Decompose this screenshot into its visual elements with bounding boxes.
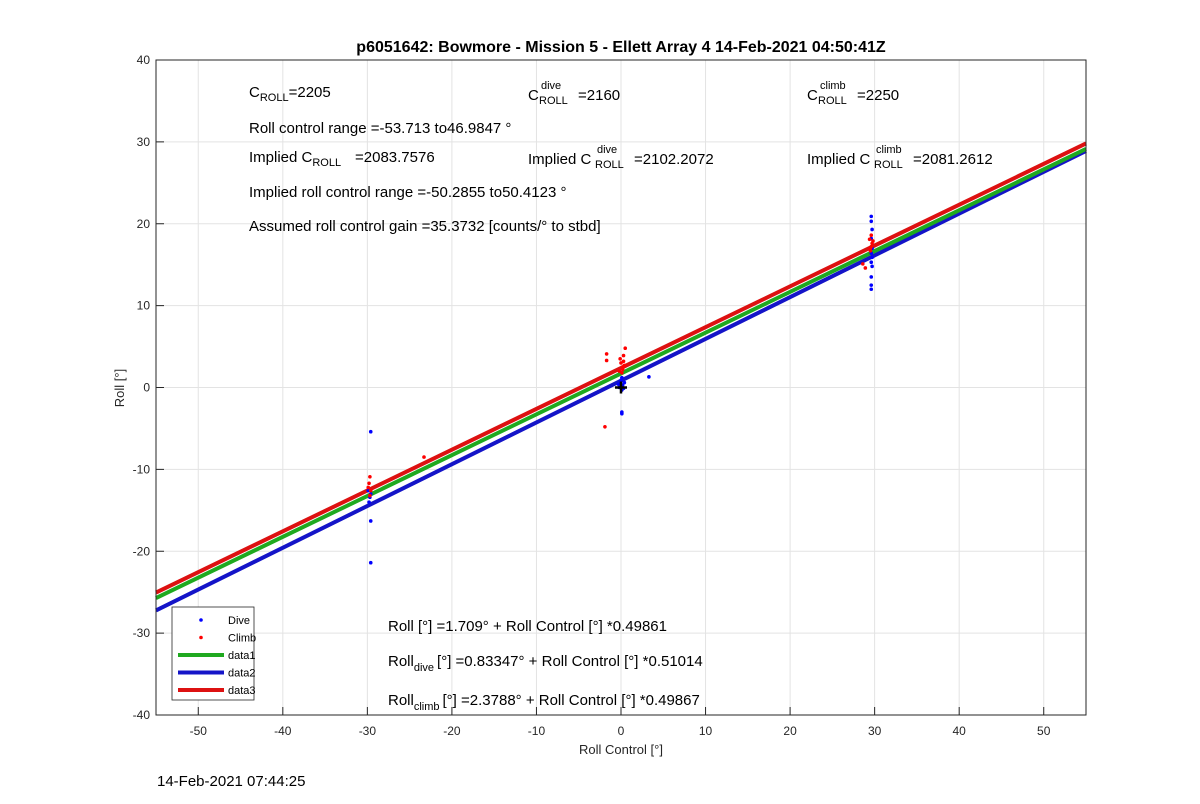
x-tick-label: -40 — [274, 724, 292, 738]
point-climb — [366, 485, 371, 490]
annotation-croll-climb: CROLLclimb=2250 — [807, 80, 899, 107]
point-dive — [870, 264, 874, 269]
point-climb — [623, 346, 628, 351]
point-dive — [368, 429, 373, 434]
y-tick-label: 30 — [137, 135, 151, 149]
point-climb — [368, 488, 373, 493]
point-climb — [368, 493, 372, 498]
y-tick-label: -10 — [133, 462, 151, 476]
point-dive — [869, 219, 874, 224]
annotation-implied-croll: Implied CROLL =2083.7576 — [249, 149, 435, 169]
point-dive — [620, 411, 624, 416]
x-axis-label: Roll Control [°] — [579, 742, 663, 757]
x-tick-label: -50 — [190, 724, 208, 738]
annotation-gain: Assumed roll control gain =35.3732 [coun… — [249, 218, 601, 235]
point-dive — [366, 488, 371, 493]
data-points — [366, 214, 875, 565]
point-dive — [869, 214, 874, 219]
point-dive — [368, 519, 373, 523]
point-dive — [869, 260, 874, 265]
x-tick-label: 40 — [953, 724, 967, 738]
point-dive — [647, 375, 651, 379]
point-climb — [621, 353, 626, 358]
point-climb — [863, 266, 868, 270]
annotation-implied-croll-dive: Implied C ROLLdive=2102.2072 — [528, 144, 714, 171]
point-dive — [870, 227, 874, 232]
y-tick-label: 40 — [137, 53, 151, 67]
legend-marker-dive — [199, 618, 203, 622]
legend-label-data3: data3 — [228, 685, 256, 697]
y-tick-label: -30 — [133, 626, 151, 640]
legend-label-data1: data1 — [228, 650, 256, 662]
point-climb — [867, 237, 872, 242]
x-tick-label: -10 — [528, 724, 546, 738]
annotation-implied-croll-climb: Implied C ROLLclimb=2081.2612 — [807, 144, 993, 171]
point-dive — [869, 283, 874, 287]
y-tick-label: 10 — [137, 299, 151, 313]
y-tick-label: -20 — [133, 544, 151, 558]
point-climb — [868, 246, 873, 251]
point-dive — [622, 380, 627, 385]
point-climb — [367, 481, 371, 486]
point-dive — [869, 287, 874, 292]
y-tick-label: 0 — [143, 381, 150, 395]
x-tick-label: 30 — [868, 724, 882, 738]
point-climb — [617, 369, 622, 373]
annotation-implied-range: Implied roll control range =-50.2855 to5… — [249, 184, 566, 201]
point-climb — [621, 359, 626, 364]
legend-label-dive: Dive — [228, 615, 250, 627]
x-tick-label: 20 — [783, 724, 797, 738]
point-climb — [368, 474, 372, 479]
point-climb — [869, 233, 874, 238]
point-dive — [368, 560, 373, 565]
x-tick-label: 0 — [618, 724, 625, 738]
x-tick-label: 50 — [1037, 724, 1051, 738]
y-tick-label: -40 — [133, 708, 151, 722]
x-tick-label: -20 — [443, 724, 461, 738]
chart-title: p6051642: Bowmore - Mission 5 - Ellett A… — [356, 39, 886, 56]
point-dive — [870, 255, 874, 260]
point-climb — [871, 239, 875, 243]
annotation-croll: CROLL=2205 — [249, 84, 331, 104]
annotation-equation-climb: Rollclimb [°] =2.3788° + Roll Control [°]… — [388, 692, 700, 713]
legend-label-climb: Climb — [228, 633, 256, 645]
x-tick-label: 10 — [699, 724, 713, 738]
annotation-roll-range: Roll control range =-53.713 to46.9847 ° — [249, 120, 511, 137]
y-axis-label: Roll [°] — [112, 369, 127, 407]
annotation-equation-all: Roll [°] =1.709° + Roll Control [°] *0.4… — [388, 618, 667, 635]
footer-timestamp: 14-Feb-2021 07:44:25 — [157, 773, 306, 790]
fit-line-data3 — [155, 141, 1087, 595]
point-climb — [604, 352, 609, 356]
point-climb — [604, 358, 609, 363]
point-dive — [367, 500, 371, 504]
point-climb — [422, 455, 426, 459]
point-dive — [620, 375, 624, 380]
legend-marker-climb — [199, 635, 203, 640]
point-climb — [861, 262, 865, 266]
point-climb — [620, 365, 625, 369]
point-climb — [603, 425, 607, 429]
y-tick-label: 20 — [137, 217, 151, 231]
legend-label-data2: data2 — [228, 668, 256, 680]
axis-ticks: -50 -40 -30 -20 -10 0 10 20 30 40 50 -40 -30 -20 -10 0 1… — [133, 53, 1051, 738]
point-climb — [618, 357, 622, 361]
x-tick-label: -30 — [359, 724, 377, 738]
point-dive — [869, 275, 874, 279]
legend: Dive Climb data1 data2 data3 — [171, 606, 256, 701]
annotation-croll-dive: CROLLdive=2160 — [528, 80, 620, 107]
annotation-equation-dive: Rolldive [°] =0.83347° + Roll Control [°]… — [388, 653, 703, 674]
